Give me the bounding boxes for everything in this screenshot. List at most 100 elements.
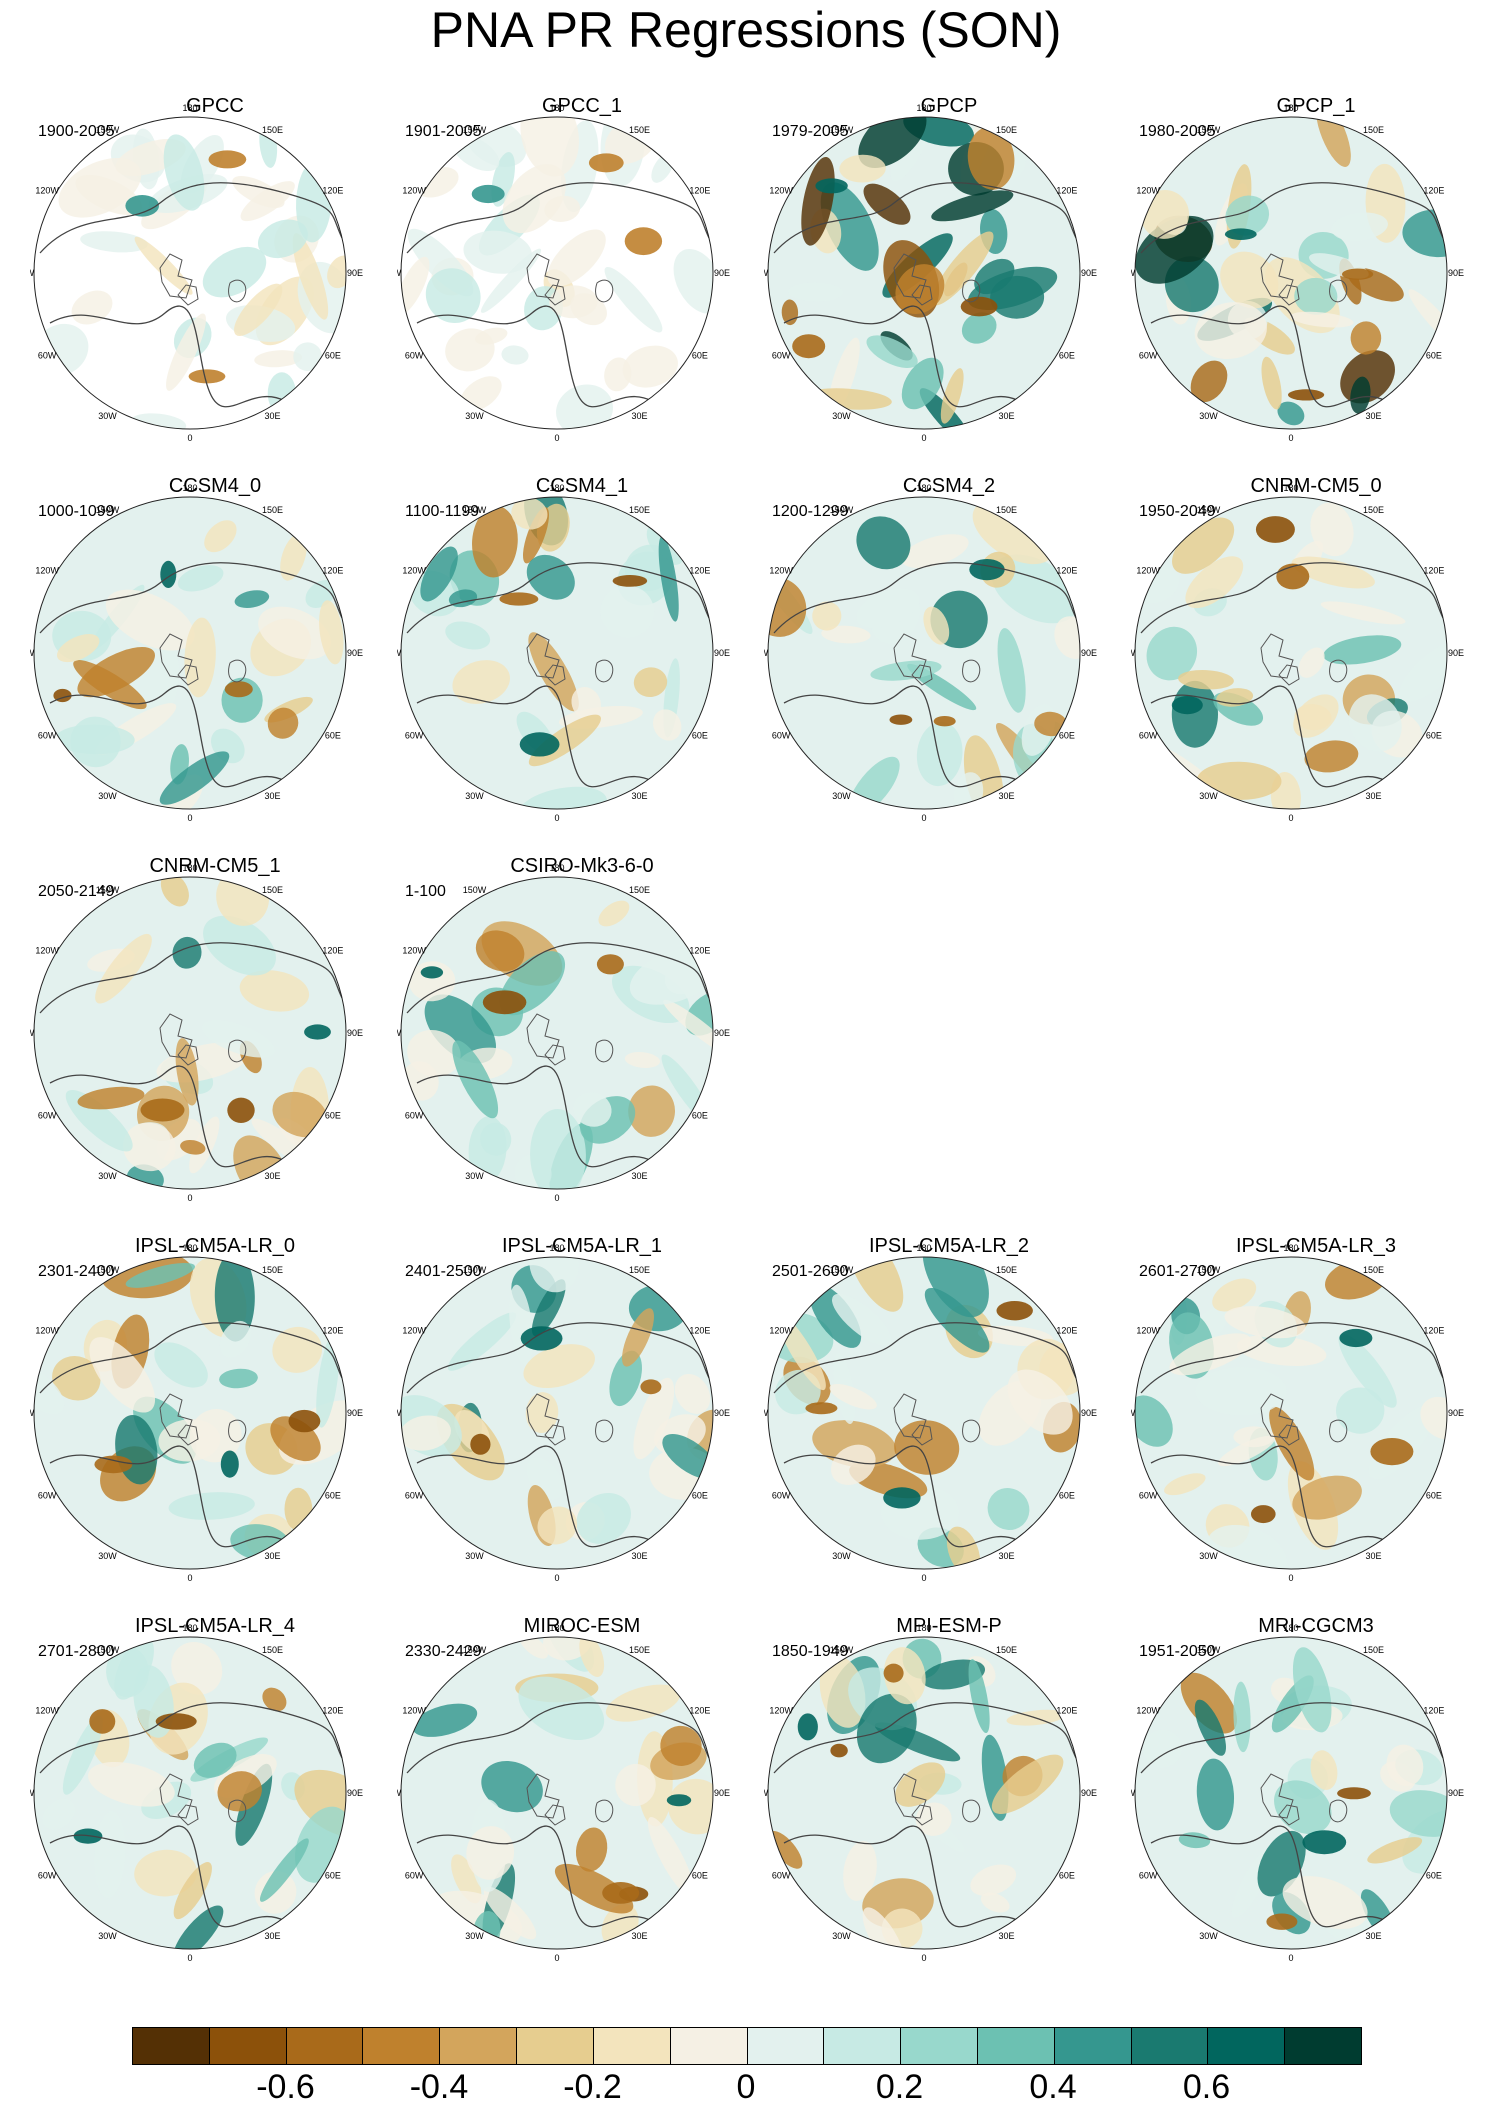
longitude-label: 90E: [347, 1788, 363, 1798]
panel-years: 2050-2149: [38, 883, 115, 900]
colorbar-segment: [593, 2028, 671, 2064]
longitude-label: 90W: [397, 1788, 402, 1798]
longitude-label: 150W: [830, 125, 854, 135]
longitude-label: 30W: [832, 1931, 851, 1941]
page-title: PNA PR Regressions (SON): [430, 2, 1062, 58]
longitude-label: 30W: [465, 1171, 484, 1181]
longitude-label: 30E: [264, 411, 280, 421]
longitude-label: 120E: [1423, 1326, 1444, 1336]
longitude-label: 60W: [405, 351, 424, 361]
longitude-label: 30E: [264, 1171, 280, 1181]
panel-years: 2601-2700: [1139, 1263, 1216, 1280]
longitude-label: 30E: [998, 791, 1014, 801]
longitude-label: 180: [916, 483, 931, 493]
longitude-label: 60W: [772, 1871, 791, 1881]
panel-title: CNRM-CM5_1: [149, 855, 281, 877]
longitude-label: 30W: [1199, 1551, 1218, 1561]
longitude-label: 0: [187, 1953, 192, 1963]
map-panel: IPSL-CM5A-LR_4 2701-2800 180 150E 120E 90E 60E…: [30, 1615, 400, 1968]
panel-title: IPSL-CM5A-LR_0: [134, 1235, 296, 1257]
longitude-label: 180: [1283, 103, 1298, 113]
colorbar-segment: [440, 2028, 518, 2064]
longitude-label: 60W: [38, 1871, 57, 1881]
panel-title: GPCP: [920, 95, 978, 117]
longitude-label: 90W: [764, 1408, 769, 1418]
longitude-label: 120E: [1056, 186, 1077, 196]
longitude-label: 150W: [96, 1265, 120, 1275]
longitude-label: 60E: [1059, 1491, 1075, 1501]
longitude-label: 150W: [1197, 1265, 1221, 1275]
longitude-label: 60W: [38, 1111, 57, 1121]
longitude-label: 150E: [1363, 505, 1384, 515]
colorbar-segment: [133, 2028, 210, 2064]
panel-years: 1950-2049: [1139, 503, 1216, 520]
longitude-label: 180: [182, 863, 197, 873]
longitude-label: 90E: [714, 1408, 730, 1418]
longitude-label: 0: [1288, 1953, 1293, 1963]
longitude-label: 0: [921, 1953, 926, 1963]
longitude-label: 30E: [631, 1171, 647, 1181]
longitude-label: 60E: [692, 1871, 708, 1881]
map-panel: MPI-ESM-P 1850-1949 180 150E 120E 90E 60E 30E 0 3…: [764, 1615, 1134, 1968]
longitude-label: 30E: [1365, 411, 1381, 421]
longitude-label: 60W: [405, 731, 424, 741]
longitude-label: 90W: [30, 268, 35, 278]
longitude-label: 120W: [35, 1706, 59, 1716]
longitude-label: 90W: [1131, 648, 1136, 658]
polar-map: 180 150E 120E 90E 60E 30E 0 30W 60W 90W 120W 150W: [1131, 1243, 1464, 1583]
longitude-label: 120E: [322, 566, 343, 576]
longitude-label: 60W: [1139, 731, 1158, 741]
longitude-label: 60W: [772, 731, 791, 741]
longitude-label: 60E: [692, 731, 708, 741]
polar-map: 180 150E 120E 90E 60E 30E 0 30W 60W 90W 120W 150W: [1131, 103, 1464, 443]
longitude-label: 90W: [1131, 268, 1136, 278]
colorbar-segment: [1208, 2028, 1286, 2064]
longitude-label: 120W: [769, 186, 793, 196]
longitude-label: 180: [1283, 1623, 1298, 1633]
longitude-label: 120E: [689, 186, 710, 196]
longitude-label: 180: [182, 483, 197, 493]
longitude-label: 150E: [262, 125, 283, 135]
longitude-label: 120W: [1136, 186, 1160, 196]
longitude-label: 120E: [1056, 566, 1077, 576]
longitude-label: 60E: [1059, 351, 1075, 361]
colorbar-label: 0: [736, 2068, 756, 2106]
longitude-label: 90W: [30, 1408, 35, 1418]
polar-map: 180 150E 120E 90E 60E 30E 0 30W 60W 90W 120W 150W: [764, 1243, 1097, 1583]
longitude-label: 60E: [325, 1111, 341, 1121]
map-panel: CCSM4_2 1200-1299 180 150E 120E 90E 60E 30E 0 30W…: [764, 475, 1134, 828]
panel-years: 1901-2005: [405, 123, 482, 140]
panel-years: 2701-2800: [38, 1643, 115, 1660]
longitude-label: 60E: [1426, 1491, 1442, 1501]
colorbar-segment: [286, 2028, 364, 2064]
longitude-label: 120E: [689, 946, 710, 956]
longitude-label: 0: [1288, 813, 1293, 823]
longitude-label: 150E: [629, 885, 650, 895]
longitude-label: 60E: [692, 351, 708, 361]
polar-map: 180 150E 120E 90E 60E 30E 0 30W 60W 90W 120W 150W: [397, 1623, 730, 1963]
map-panel: CCSM4_0 1000-1099 180 150E 120E 90E 60E 30E 0 30W…: [30, 475, 400, 828]
longitude-label: 90E: [1448, 1788, 1464, 1798]
longitude-label: 60W: [1139, 351, 1158, 361]
panel-title: MPI-ESM-P: [896, 1615, 1002, 1637]
panel-years: 1850-1949: [772, 1643, 849, 1660]
longitude-label: 60E: [1426, 1871, 1442, 1881]
longitude-label: 120E: [689, 1706, 710, 1716]
longitude-label: 30W: [465, 411, 484, 421]
longitude-label: 150W: [96, 885, 120, 895]
longitude-label: 30W: [465, 791, 484, 801]
longitude-label: 60W: [38, 731, 57, 741]
longitude-label: 30W: [832, 791, 851, 801]
longitude-label: 30E: [264, 1931, 280, 1941]
longitude-label: 90E: [714, 1788, 730, 1798]
longitude-label: 150W: [463, 885, 487, 895]
longitude-label: 180: [549, 103, 564, 113]
longitude-label: 120E: [322, 946, 343, 956]
longitude-label: 150E: [262, 1645, 283, 1655]
longitude-label: 90W: [764, 268, 769, 278]
panel-years: 1900-2005: [38, 123, 115, 140]
longitude-label: 120W: [35, 566, 59, 576]
colorbar-segment: [1054, 2028, 1132, 2064]
longitude-label: 120E: [689, 566, 710, 576]
polar-map: 180 150E 120E 90E 60E 30E 0 30W 60W 90W 120W 150W: [397, 103, 730, 443]
